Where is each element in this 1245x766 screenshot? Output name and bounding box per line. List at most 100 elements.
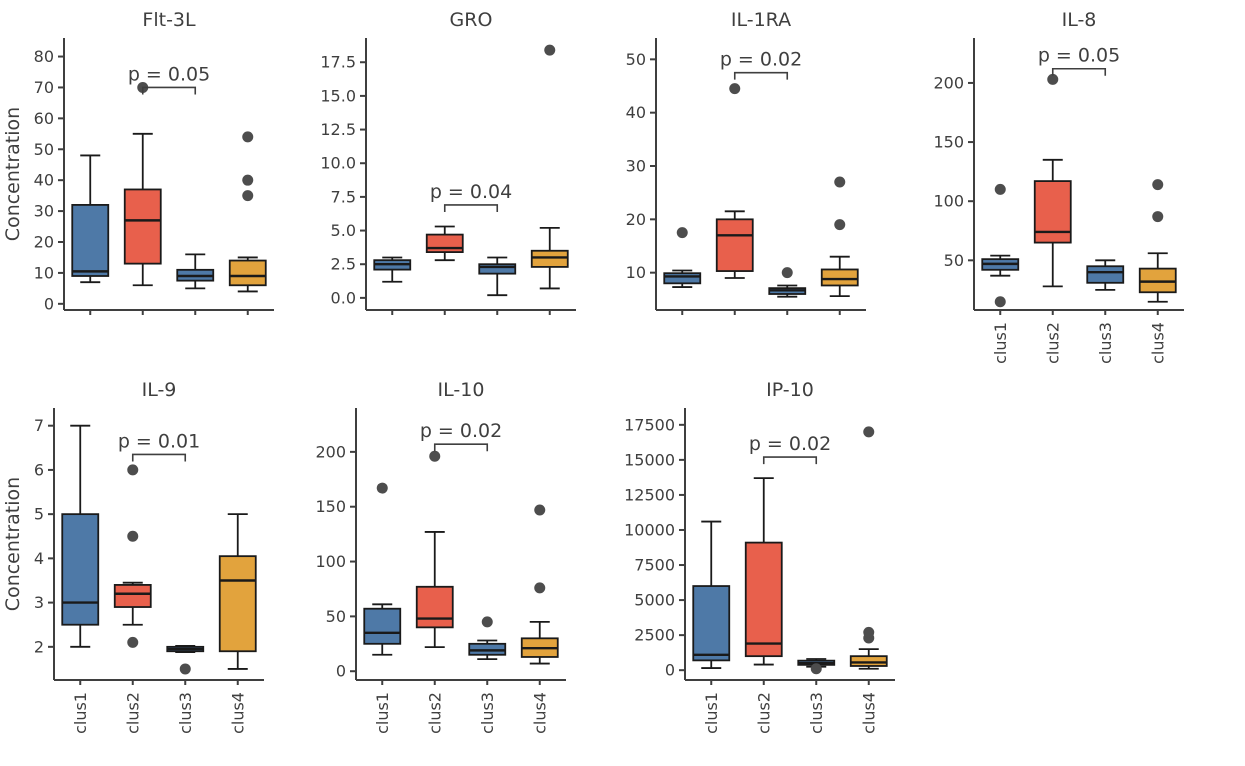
outlier-point	[242, 190, 254, 202]
y-tick-label: 2	[34, 637, 44, 656]
x-tick-label: clus4	[1148, 322, 1167, 364]
y-tick-label: 7	[34, 416, 44, 435]
box-group-clus3	[768, 267, 807, 298]
x-tick-label: clus4	[859, 692, 878, 734]
y-tick-label: 7.5	[331, 187, 356, 206]
box	[123, 188, 162, 265]
x-tick-label: clus1	[71, 692, 90, 734]
y-tick-label: 100	[933, 192, 964, 211]
y-tick-label: 2500	[634, 626, 675, 645]
outlier-point	[1152, 179, 1164, 191]
outlier-point	[863, 426, 875, 438]
significance-bracket	[433, 443, 489, 452]
outlier-point	[481, 616, 493, 628]
y-tick-label: 50	[944, 251, 964, 270]
y-tick-label: 30	[34, 202, 54, 221]
panel-Flt-3L: Flt-3L 0 10 20 30 40 50 60 70 80 Concentration p = …	[2, 9, 274, 315]
p-value-label: p = 0.02	[749, 433, 831, 455]
box	[715, 218, 754, 272]
box	[820, 268, 859, 287]
box-group-clus3	[176, 253, 215, 290]
box	[71, 204, 110, 277]
y-tick-label: 40	[34, 171, 54, 190]
outlier-point	[429, 450, 441, 462]
box-group-clus1	[692, 520, 731, 669]
significance-bracket	[443, 204, 499, 212]
y-tick-label: 0	[336, 662, 346, 681]
y-tick-label: 0.0	[331, 288, 356, 307]
box-group-clus1	[663, 227, 702, 288]
outlier-point	[544, 44, 556, 56]
y-tick-label: 50	[626, 50, 646, 69]
y-tick-label: 60	[34, 109, 54, 128]
x-tick-label: clus4	[228, 692, 247, 734]
y-tick-label: 200	[315, 442, 346, 461]
outlier-point	[179, 663, 191, 675]
x-tick-label: clus2	[754, 692, 773, 734]
panel-IL-9: IL-9 2 3 4 5 6 7 clus1 clus2 clus3 clus4 Concentrat…	[2, 379, 264, 734]
box	[692, 585, 731, 662]
box-group-clus1	[981, 183, 1020, 308]
y-tick-label: 20	[34, 233, 54, 252]
box-group-clus4	[520, 504, 559, 665]
outlier-point	[376, 482, 388, 494]
outlier-point	[994, 183, 1006, 195]
x-tick-label: clus2	[123, 692, 142, 734]
y-tick-label: 150	[315, 497, 346, 516]
panel-title: IL-10	[438, 379, 485, 401]
box-group-clus3	[166, 645, 205, 675]
panel-title: IL-1RA	[731, 9, 791, 31]
panel-title: IL-8	[1062, 9, 1097, 31]
outlier-point	[834, 176, 846, 188]
box	[744, 541, 783, 658]
box-group-clus1	[71, 154, 110, 284]
y-tick-label: 40	[626, 103, 646, 122]
y-tick-label: 15.0	[320, 86, 356, 105]
box	[530, 249, 569, 268]
box	[1086, 265, 1125, 284]
y-tick-label: 100	[315, 552, 346, 571]
y-tick-label: 3	[34, 593, 44, 612]
box-group-clus3	[478, 256, 517, 297]
outlier-point	[1152, 211, 1164, 223]
box-group-clus3	[797, 658, 836, 675]
outlier-point	[1047, 73, 1059, 85]
y-tick-label: 50	[34, 140, 54, 159]
panel-cell-IP-10: IP-10 0 2500 5000 7500 10000 12500 15000 17500 cl…	[620, 374, 907, 744]
panel-cell-IL-8: IL-8 50 100 150 200 clus1 clus2 clus3 clus4 p = 0…	[929, 4, 1196, 374]
x-tick-label: clus3	[807, 692, 826, 734]
outlier-point	[676, 227, 688, 239]
x-tick-label: clus3	[176, 692, 195, 734]
y-tick-label: 20	[626, 210, 646, 229]
y-tick-label: 50	[326, 607, 346, 626]
panel-title: Flt-3L	[142, 9, 196, 31]
y-tick-label: 17500	[624, 415, 675, 434]
p-value-label: p = 0.05	[1038, 45, 1120, 67]
panel-IL-8: IL-8 50 100 150 200 clus1 clus2 clus3 clus4 p = 0…	[933, 9, 1184, 364]
box-group-clus1	[61, 424, 100, 648]
y-axis-label: Concentration	[2, 477, 24, 611]
box	[113, 584, 152, 608]
figure-row-bottom: IL-9 2 3 4 5 6 7 clus1 clus2 clus3 clus4 Concentrat…	[2, 374, 1243, 744]
y-tick-label: 10	[34, 263, 54, 282]
outlier-point	[781, 267, 793, 279]
box-group-clus4	[228, 131, 267, 293]
outlier-point	[534, 504, 546, 516]
x-tick-label: clus1	[991, 322, 1010, 364]
y-tick-label: 5	[34, 505, 44, 524]
box-group-clus3	[468, 616, 507, 661]
y-tick-label: 30	[626, 157, 646, 176]
box-group-clus2	[123, 81, 162, 287]
significance-bracket	[131, 453, 187, 462]
outlier-point	[863, 626, 875, 638]
y-tick-label: 5000	[634, 591, 675, 610]
panel-cell-IL-9: IL-9 2 3 4 5 6 7 clus1 clus2 clus3 clus4 Concentrat…	[2, 374, 276, 744]
box	[61, 513, 100, 626]
p-value-label: p = 0.02	[420, 420, 502, 442]
box-group-clus4	[530, 44, 569, 290]
panel-cell-GRO: GRO 0.0 2.5 5.0 7.5 10.0 12.5 15.0 17.5 p = 0.04	[311, 4, 588, 320]
box-group-clus4	[1138, 179, 1177, 303]
significance-bracket	[141, 86, 197, 95]
p-value-label: p = 0.04	[430, 181, 512, 203]
significance-bracket	[762, 456, 818, 465]
